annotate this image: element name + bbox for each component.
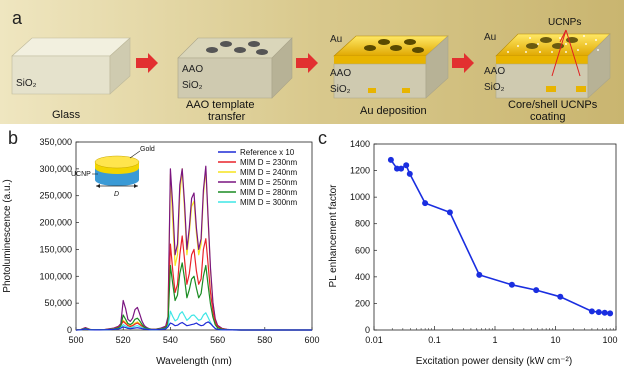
process-arrow-icon bbox=[136, 53, 158, 73]
series-line-5 bbox=[75, 310, 312, 331]
y-tick-label: 100,000 bbox=[39, 271, 72, 281]
panel-b-letter: b bbox=[8, 128, 18, 148]
glass-slab-illustration bbox=[11, 37, 131, 95]
legend-label: MIM D = 230nm bbox=[240, 158, 297, 167]
step4-au-label: Au bbox=[484, 32, 496, 43]
data-point bbox=[588, 308, 595, 315]
y-tick-label: 1400 bbox=[350, 139, 370, 149]
data-point bbox=[476, 271, 483, 278]
y-tick-label: 0 bbox=[365, 325, 370, 335]
x-tick-label: 10 bbox=[550, 335, 560, 345]
step1-caption: Glass bbox=[52, 109, 81, 121]
chart-c-series bbox=[387, 156, 614, 317]
panel-a-letter: a bbox=[12, 8, 23, 28]
y-tick-label: 250,000 bbox=[39, 191, 72, 201]
data-point bbox=[394, 165, 400, 172]
process-arrow-icon bbox=[296, 53, 318, 73]
x-tick-label: 580 bbox=[257, 335, 272, 345]
chart-c-y-ticks: 0 200 400 600 800 1000 1200 1400 bbox=[350, 139, 377, 335]
data-point bbox=[595, 309, 602, 316]
y-tick-label: 350,000 bbox=[39, 137, 72, 147]
data-point bbox=[557, 293, 564, 300]
y-tick-label: 200 bbox=[355, 298, 370, 308]
data-point bbox=[387, 156, 394, 163]
x-tick-label: 560 bbox=[210, 335, 225, 345]
y-tick-label: 200,000 bbox=[39, 218, 72, 228]
chart-b-series bbox=[75, 165, 312, 331]
step2-caption-line1: AAO template bbox=[186, 99, 254, 111]
step2-sio2-label: SiO₂ bbox=[182, 80, 203, 91]
inset-d-label: D bbox=[114, 191, 119, 198]
y-tick-label: 300,000 bbox=[39, 164, 72, 174]
panel-c-letter: c bbox=[318, 128, 327, 148]
y-tick-label: 400 bbox=[355, 272, 370, 282]
ucnps-callout: UCNPs bbox=[548, 17, 581, 28]
enhancement-line bbox=[390, 159, 611, 315]
chart-b-frame bbox=[75, 141, 313, 331]
legend-label: MIM D = 250nm bbox=[240, 178, 297, 187]
step1-sio2-label: SiO₂ bbox=[16, 78, 37, 89]
y-tick-label: 600 bbox=[355, 245, 370, 255]
y-tick-label: 1000 bbox=[350, 192, 370, 202]
data-point bbox=[607, 310, 614, 317]
data-point bbox=[533, 287, 540, 294]
inset-gold-label: Gold bbox=[140, 146, 155, 153]
x-tick-label: 1 bbox=[492, 335, 497, 345]
data-point bbox=[508, 281, 515, 288]
panel-a: a SiO₂ Glass AAO SiO₂ AAO template trans… bbox=[0, 0, 624, 124]
chart-b-ylabel: Photoluminescence (a.u.) bbox=[2, 179, 13, 292]
au-deposition-illustration bbox=[333, 35, 449, 99]
step3-sio2-label: SiO₂ bbox=[330, 84, 351, 95]
series-line-0 bbox=[75, 321, 312, 331]
panel-b: b 0 50,000 100,000 150,000 200,000 250,000 300… bbox=[2, 128, 320, 367]
step3-aao-label: AAO bbox=[330, 68, 351, 79]
step4-caption-line1: Core/shell UCNPs bbox=[508, 99, 598, 111]
data-point bbox=[422, 200, 429, 207]
step3-caption: Au deposition bbox=[360, 105, 427, 117]
step4-aao-label: AAO bbox=[484, 66, 505, 77]
step3-au-label: Au bbox=[330, 34, 342, 45]
chart-c-x-ticks: 0.01 0.1 1 10 100 bbox=[365, 326, 618, 345]
inset-ucnp-label: UCNP bbox=[71, 171, 91, 178]
process-arrow-icon bbox=[452, 53, 474, 73]
legend-label: MIM D = 240nm bbox=[240, 168, 297, 177]
step2-aao-label: AAO bbox=[182, 64, 203, 75]
y-tick-label: 50,000 bbox=[44, 298, 72, 308]
data-point bbox=[403, 162, 410, 169]
chart-c-ylabel: PL enhancement factor bbox=[328, 184, 339, 288]
legend-label: Reference x 10 bbox=[240, 148, 295, 157]
series-line-1 bbox=[75, 235, 312, 331]
y-tick-label: 1200 bbox=[350, 166, 370, 176]
y-tick-label: 0 bbox=[67, 325, 72, 335]
legend-label: MIM D = 300nm bbox=[240, 198, 297, 207]
y-tick-label: 150,000 bbox=[39, 244, 72, 254]
ucnp-inset-illustration bbox=[92, 150, 141, 188]
series-line-4 bbox=[75, 262, 312, 331]
data-point bbox=[406, 170, 413, 177]
step4-caption-line2: coating bbox=[530, 111, 565, 123]
data-point bbox=[446, 209, 453, 216]
aao-template-illustration bbox=[177, 37, 293, 99]
x-tick-label: 520 bbox=[116, 335, 131, 345]
x-tick-label: 600 bbox=[304, 335, 319, 345]
panel-c: c 0 200 400 600 800 1000 1200 1400 0.01 0.1 1 10 10… bbox=[318, 128, 618, 367]
chart-b-y-ticks: 0 50,000 100,000 150,000 200,000 250,000 300,0… bbox=[39, 137, 79, 335]
data-point bbox=[601, 309, 608, 316]
chart-b-xlabel: Wavelength (nm) bbox=[156, 356, 232, 367]
legend-label: MIM D = 280nm bbox=[240, 188, 297, 197]
x-tick-label: 0.1 bbox=[428, 335, 441, 345]
series-line-3 bbox=[75, 165, 312, 331]
step4-sio2-label: SiO₂ bbox=[484, 82, 505, 93]
x-tick-label: 0.01 bbox=[365, 335, 383, 345]
step2-caption-line2: transfer bbox=[208, 111, 246, 123]
ucnp-coating-illustration bbox=[495, 29, 611, 99]
x-tick-label: 100 bbox=[602, 335, 617, 345]
x-tick-label: 540 bbox=[163, 335, 178, 345]
y-tick-label: 800 bbox=[355, 219, 370, 229]
data-point bbox=[398, 165, 405, 172]
x-tick-label: 500 bbox=[68, 335, 83, 345]
chart-c-xlabel: Excitation power density (kW cm⁻²) bbox=[416, 356, 572, 367]
